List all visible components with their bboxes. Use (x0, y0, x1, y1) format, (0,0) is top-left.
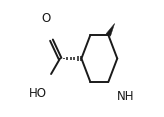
Polygon shape (106, 23, 115, 36)
Text: NH: NH (117, 90, 134, 103)
Text: O: O (41, 12, 50, 25)
Text: HO: HO (29, 87, 46, 100)
